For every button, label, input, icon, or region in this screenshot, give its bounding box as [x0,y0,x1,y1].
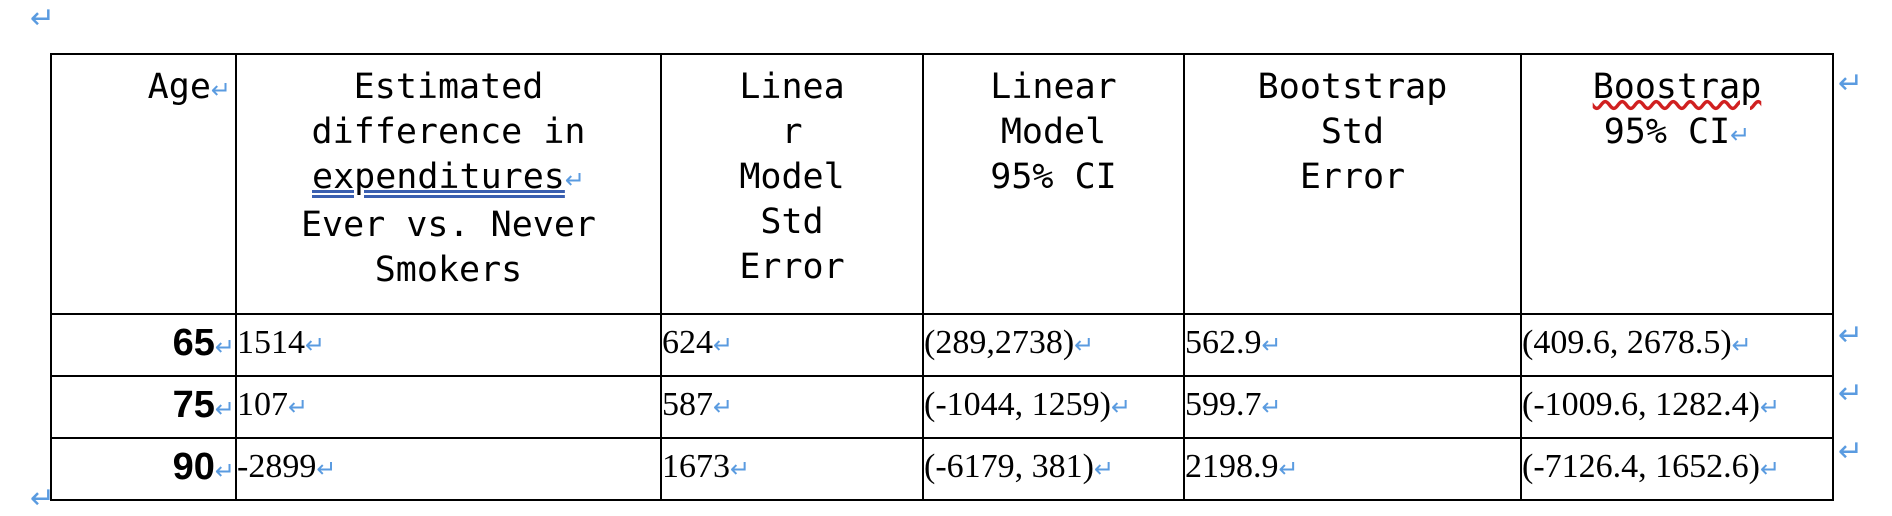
row-end-mark-icon: ↵ [1838,66,1864,101]
cell-bs-ci: (409.6, 2678.5)↵ [1520,313,1834,377]
cell-age: 65↵ [50,313,237,377]
cell-estimated: -2899↵ [235,437,662,501]
row-end-mark-icon: ↵ [1838,434,1864,469]
cell-bs-ci: (-7126.4, 1652.6)↵ [1520,437,1834,501]
table-row: 90↵ -2899↵ 1673↵ (-6179, 381)↵ 2198.9↵ (… [50,437,1834,501]
cell-lm-se: 587↵ [660,375,924,439]
header-row: Age↵ Estimated difference in expenditure… [50,53,1834,315]
cell-lm-ci: (-1044, 1259)↵ [922,375,1185,439]
table-row: 75↵ 107↵ 587↵ (-1044, 1259)↵ 599.7↵ (-10… [50,375,1834,439]
cell-lm-se: 1673↵ [660,437,924,501]
cell-mark-icon: ↵ [1730,121,1751,149]
cell-estimated: 1514↵ [235,313,662,377]
cell-bs-se: 599.7↵ [1183,375,1522,439]
cell-lm-se: 624↵ [660,313,924,377]
cell-estimated: 107↵ [235,375,662,439]
cell-bs-se: 562.9↵ [1183,313,1522,377]
header-linear-model-std-error: Linea r Model Std Error [660,53,924,315]
cell-bs-ci: (-1009.6, 1282.4)↵ [1520,375,1834,439]
results-table: Age↵ Estimated difference in expenditure… [50,53,1834,501]
header-estimated-underlined: expenditures [312,157,565,197]
cell-mark-icon: ↵ [564,166,585,194]
row-end-mark-icon: ↵ [1838,318,1864,353]
header-linear-model-ci: Linear Model 95% CI [922,53,1185,315]
cell-lm-ci: (289,2738)↵ [922,313,1185,377]
cell-age: 75↵ [50,375,237,439]
header-estimated-difference: Estimated difference in expenditures↵ Ev… [235,53,662,315]
paragraph-mark-icon: ↵ [30,1,56,36]
header-bootstrap-ci-word: Boostrap [1592,67,1762,107]
cell-bs-se: 2198.9↵ [1183,437,1522,501]
header-bootstrap-std-error: Bootstrap Std Error [1183,53,1522,315]
cell-age: 90↵ [50,437,237,501]
paragraph-mark-icon: ↵ [30,481,56,516]
cell-lm-ci: (-6179, 381)↵ [922,437,1185,501]
cell-mark-icon: ↵ [210,76,231,104]
row-end-mark-icon: ↵ [1838,376,1864,411]
header-bootstrap-ci: Boostrap 95% CI↵ [1520,53,1834,315]
header-age: Age↵ [50,53,237,315]
table-row: 65↵ 1514↵ 624↵ (289,2738)↵ 562.9↵ (409.6… [50,313,1834,377]
